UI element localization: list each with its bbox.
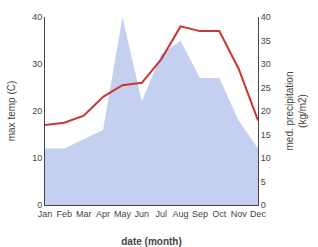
svg-text:Aug: Aug: [173, 209, 189, 219]
svg-text:15: 15: [261, 130, 271, 140]
svg-text:Dec: Dec: [250, 209, 267, 219]
svg-text:Jul: Jul: [155, 209, 167, 219]
svg-text:0: 0: [37, 200, 42, 210]
svg-text:10: 10: [32, 153, 42, 163]
svg-text:20: 20: [261, 106, 271, 116]
svg-text:35: 35: [261, 36, 271, 46]
svg-text:Oct: Oct: [212, 209, 227, 219]
svg-text:Mar: Mar: [76, 209, 92, 219]
svg-text:Feb: Feb: [57, 209, 73, 219]
svg-text:5: 5: [261, 177, 266, 187]
svg-text:med. precipitation(kg/m2): med. precipitation(kg/m2): [284, 72, 308, 151]
svg-text:20: 20: [32, 106, 42, 116]
svg-text:Apr: Apr: [96, 209, 110, 219]
svg-text:date (month): date (month): [121, 236, 182, 247]
svg-text:max temp (C): max temp (C): [6, 81, 17, 142]
svg-text:0: 0: [261, 200, 266, 210]
svg-text:May: May: [114, 209, 132, 219]
svg-text:Sep: Sep: [192, 209, 208, 219]
svg-text:Jun: Jun: [135, 209, 150, 219]
svg-text:10: 10: [261, 153, 271, 163]
svg-text:30: 30: [261, 59, 271, 69]
svg-text:Jan: Jan: [38, 209, 53, 219]
svg-text:Nov: Nov: [231, 209, 248, 219]
svg-text:30: 30: [32, 59, 42, 69]
svg-text:40: 40: [261, 12, 271, 22]
svg-text:40: 40: [32, 12, 42, 22]
svg-text:25: 25: [261, 83, 271, 93]
